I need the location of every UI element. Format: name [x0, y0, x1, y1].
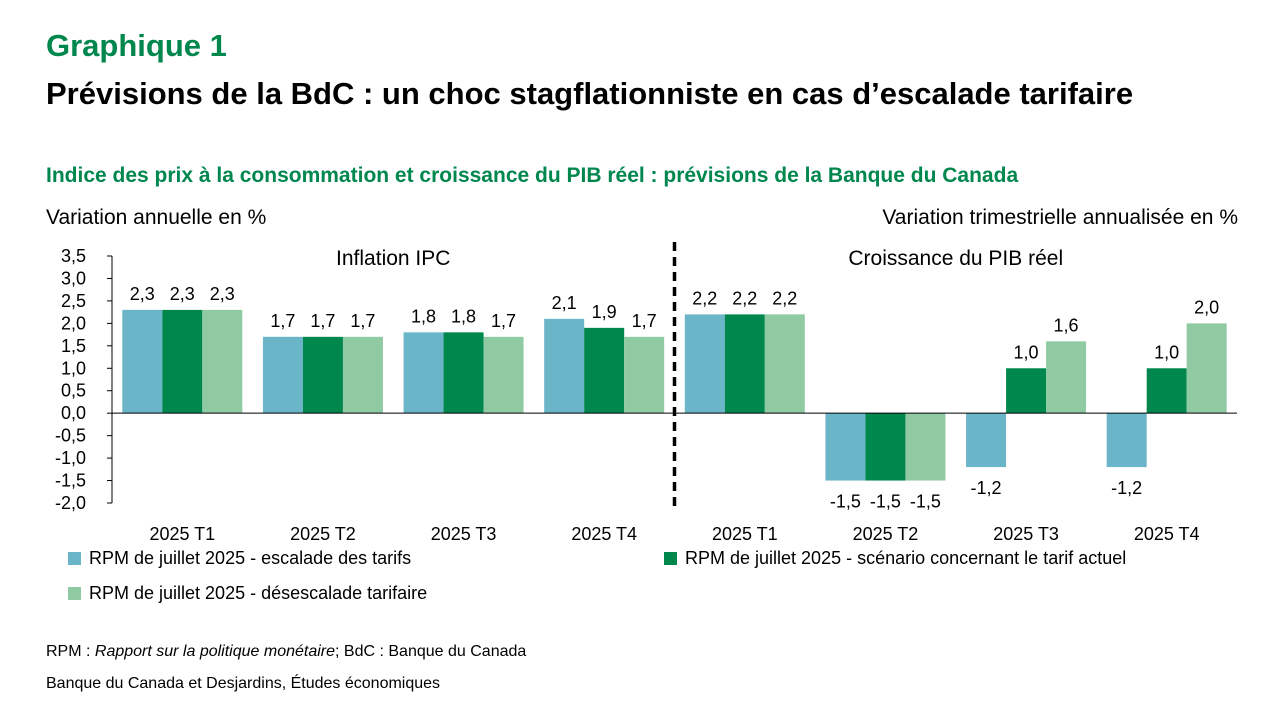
note-prefix: RPM :	[46, 643, 95, 660]
data-label: 1,7	[310, 311, 335, 331]
y-tick-label: 0,5	[61, 381, 86, 401]
y-tick-label: -2,0	[55, 493, 86, 513]
bar	[342, 336, 383, 414]
data-label: 1,0	[1154, 342, 1179, 362]
data-label: 1,8	[411, 306, 436, 326]
legend-item-desescalade: RPM de juillet 2025 - désescalade tarifa…	[68, 583, 427, 604]
chart-title: Prévisions de la BdC : un choc stagflati…	[46, 76, 1134, 111]
legend-item-actuel: RPM de juillet 2025 - scénario concernan…	[664, 548, 1126, 569]
data-label: 1,8	[451, 306, 476, 326]
data-label: 2,2	[692, 288, 717, 308]
legend-item-escalade: RPM de juillet 2025 - escalade des tarif…	[68, 548, 411, 569]
data-label: 1,9	[592, 302, 617, 322]
data-label: -1,2	[1111, 478, 1142, 498]
bar	[262, 336, 303, 414]
bar	[584, 327, 625, 414]
legend-swatch-actuel	[664, 552, 677, 565]
legend-label-escalade: RPM de juillet 2025 - escalade des tarif…	[89, 548, 412, 568]
x-tick-label: 2025 T1	[149, 524, 215, 544]
data-label: 2,3	[130, 284, 155, 304]
data-label: 2,2	[732, 288, 757, 308]
legend-swatch-desescalade	[68, 587, 81, 600]
x-tick-label: 2025 T2	[853, 524, 919, 544]
bar	[443, 332, 484, 414]
bar	[122, 309, 163, 414]
data-label: 2,3	[170, 284, 195, 304]
bar	[825, 413, 866, 481]
x-tick-label: 2025 T1	[712, 524, 778, 544]
source-note: Banque du Canada et Desjardins, Études é…	[46, 675, 441, 692]
legend-label-actuel: RPM de juillet 2025 - scénario concernan…	[685, 548, 1127, 568]
bar	[1046, 341, 1087, 414]
note-suffix: ; BdC : Banque du Canada	[335, 643, 527, 660]
bar	[724, 314, 765, 414]
bar	[483, 336, 524, 414]
chart-subtitle: Indice des prix à la consommation et cro…	[46, 164, 1019, 187]
x-tick-label: 2025 T3	[431, 524, 497, 544]
data-label: 1,7	[491, 311, 516, 331]
bar	[684, 314, 725, 414]
data-label: -1,2	[971, 478, 1002, 498]
bar	[966, 413, 1007, 468]
bar	[624, 336, 665, 414]
bar	[544, 318, 585, 414]
bar	[202, 309, 243, 414]
data-label: 1,7	[632, 311, 657, 331]
panel-label-pib: Croissance du PIB réel	[848, 247, 1063, 270]
bar	[162, 309, 203, 414]
x-tick-label: 2025 T4	[571, 524, 637, 544]
data-label: -1,5	[870, 492, 901, 512]
bar	[905, 413, 946, 481]
data-label: -1,5	[910, 492, 941, 512]
bar	[1186, 323, 1227, 414]
y-tick-label: 2,0	[61, 313, 86, 333]
data-label: 2,1	[552, 293, 577, 313]
x-tick-label: 2025 T4	[1134, 524, 1200, 544]
y-tick-label: -1,5	[55, 471, 86, 491]
y-tick-label: 1,5	[61, 336, 86, 356]
data-label: 2,0	[1194, 297, 1219, 317]
left-axis-unit: Variation annuelle en %	[46, 206, 267, 229]
data-label: 2,2	[772, 288, 797, 308]
data-label: 1,0	[1014, 342, 1039, 362]
bar	[1146, 368, 1187, 414]
graph-number: Graphique 1	[46, 28, 227, 63]
note-italic: Rapport sur la politique monétaire	[94, 643, 336, 660]
data-label: 2,3	[210, 284, 235, 304]
y-tick-label: 0,0	[61, 403, 86, 423]
abbreviation-note: RPM : Rapport sur la politique monétaire…	[46, 643, 526, 661]
x-tick-label: 2025 T3	[993, 524, 1059, 544]
data-label: -1,5	[830, 492, 861, 512]
data-label: 1,7	[350, 311, 375, 331]
bar	[302, 336, 343, 414]
panel-label-inflation: Inflation IPC	[336, 247, 450, 270]
y-tick-label: 3,5	[61, 246, 86, 266]
bar	[865, 413, 906, 481]
y-tick-label: 2,5	[61, 291, 86, 311]
bar	[1106, 413, 1147, 468]
y-tick-label: -1,0	[55, 448, 86, 468]
bar	[1006, 368, 1047, 414]
right-axis-unit: Variation trimestrielle annualisée en %	[882, 206, 1238, 229]
data-label: 1,7	[270, 311, 295, 331]
y-tick-label: 3,0	[61, 268, 86, 288]
bar	[403, 332, 444, 414]
y-tick-label: 1,0	[61, 358, 86, 378]
data-label: 1,6	[1054, 315, 1079, 335]
y-tick-label: -0,5	[55, 426, 86, 446]
x-tick-label: 2025 T2	[290, 524, 356, 544]
legend-swatch-escalade	[68, 552, 81, 565]
bar	[764, 314, 805, 414]
legend-label-desescalade: RPM de juillet 2025 - désescalade tarifa…	[89, 583, 428, 603]
